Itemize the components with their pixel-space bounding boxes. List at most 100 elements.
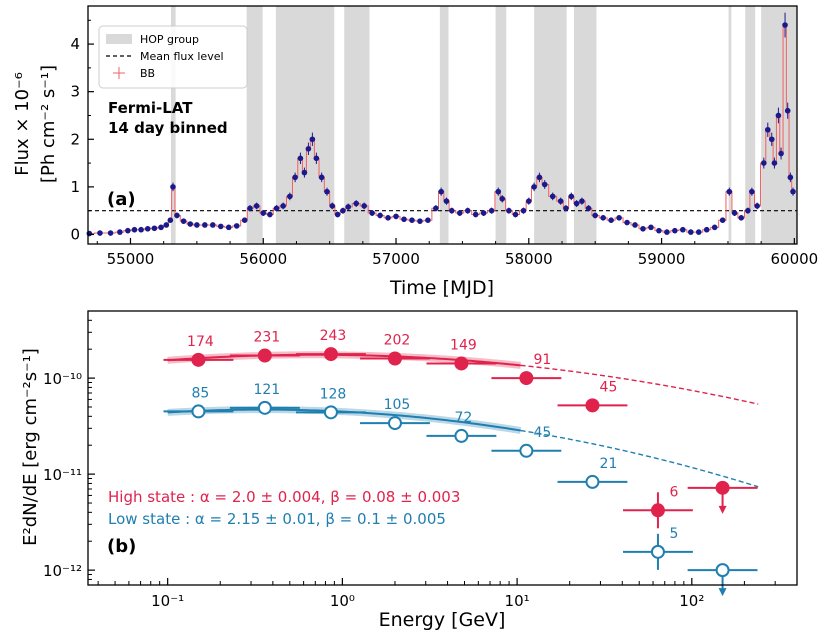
flux-point xyxy=(125,227,131,234)
flux-point xyxy=(438,188,444,195)
flux-point xyxy=(787,174,794,181)
hop-band xyxy=(573,6,597,244)
flux-point xyxy=(731,210,738,216)
x-tick-label: 10⁰ xyxy=(330,592,355,610)
hop-band xyxy=(246,6,263,244)
flux-point xyxy=(778,150,784,157)
legend-box xyxy=(98,25,248,89)
photon-count-label: 45 xyxy=(600,379,618,395)
flux-point xyxy=(456,210,463,216)
x-tick-label: 10¹ xyxy=(505,592,530,610)
sed-point xyxy=(519,371,534,386)
hop-band xyxy=(745,6,756,244)
flux-point xyxy=(672,227,678,234)
panel-a-label: (a) xyxy=(107,189,136,210)
flux-point xyxy=(433,205,439,212)
flux-point xyxy=(401,216,407,223)
flux-point xyxy=(273,205,280,212)
x-tick-label: 10⁻¹ xyxy=(151,592,184,610)
flux-point xyxy=(624,219,630,226)
flux-point xyxy=(738,215,745,221)
photon-count-label: 6 xyxy=(669,484,678,500)
flux-point xyxy=(616,215,622,221)
flux-point xyxy=(158,224,164,231)
flux-point xyxy=(775,112,782,119)
sed-point xyxy=(650,544,665,559)
upper-limit-arrow xyxy=(718,588,727,597)
panel-b-frame xyxy=(87,310,798,586)
flux-point xyxy=(210,222,216,228)
flux-point xyxy=(202,222,208,228)
hop-band xyxy=(761,6,797,244)
y-axis-label-line2: [Ph cm⁻² s⁻¹] xyxy=(38,65,59,183)
sed-point xyxy=(454,356,469,371)
flux-point xyxy=(579,198,585,204)
photon-count-label: 128 xyxy=(320,386,347,402)
flux-point xyxy=(480,210,487,216)
flux-point xyxy=(385,215,391,221)
sed-point xyxy=(585,474,600,489)
sed-point xyxy=(650,503,665,518)
flux-point xyxy=(267,211,273,218)
sed-panel: 174 231 243 202 149 91 45 6 85 121 128 105 72 45 21 5 1… xyxy=(20,310,798,631)
light-curve-panel: 55000 56000 57000 58000 59000 60000 0 1 2 3 4 Tim… xyxy=(12,5,818,299)
flux-point xyxy=(309,136,316,143)
flux-point xyxy=(531,184,537,190)
x-tick-label: 58000 xyxy=(505,250,553,268)
upper-limit-arrow xyxy=(718,505,727,514)
flux-point xyxy=(512,211,519,218)
flux-point xyxy=(488,207,495,214)
flux-point xyxy=(233,223,240,229)
sed-point xyxy=(323,405,338,420)
photon-count-label: 121 xyxy=(253,382,280,398)
flux-point xyxy=(745,207,751,214)
hop-band xyxy=(275,6,335,244)
photon-count-label: 149 xyxy=(450,337,477,353)
x-tick-label: 55000 xyxy=(107,250,155,268)
flux-point xyxy=(131,226,138,233)
flux-point xyxy=(174,212,180,219)
flux-point xyxy=(253,203,260,209)
flux-point xyxy=(506,207,512,214)
flux-point xyxy=(761,160,767,166)
flux-point xyxy=(324,188,330,195)
photon-count-label: 231 xyxy=(253,329,280,345)
flux-point xyxy=(170,184,176,190)
y-tick-label: 0 xyxy=(70,225,80,243)
flux-point xyxy=(680,226,686,233)
flux-point xyxy=(632,222,638,228)
sed-points: 174 231 243 202 149 91 45 6 85 121 128 105 72 45 21 5 xyxy=(163,328,758,597)
sed-point xyxy=(191,352,206,367)
x-axis-ticks-log: 10⁻¹ 10⁰ 10¹ 10² xyxy=(97,578,798,610)
hop-band xyxy=(170,6,176,244)
flux-point xyxy=(520,207,527,214)
flux-point xyxy=(163,222,170,228)
flux-point xyxy=(640,225,646,232)
hop-group-bands xyxy=(170,6,797,244)
flux-point xyxy=(711,224,718,231)
flux-point xyxy=(334,211,341,218)
sed-point xyxy=(715,480,730,495)
legend: HOP group Mean flux level BB xyxy=(98,25,248,89)
photon-count-label: 202 xyxy=(384,333,411,349)
hop-band xyxy=(728,6,732,244)
legend-hop-swatch xyxy=(106,34,132,44)
photon-count-label: 174 xyxy=(187,334,214,350)
high-state-fit-label: High state : α = 2.0 ± 0.004, β = 0.08 ±… xyxy=(108,488,460,506)
flux-point xyxy=(695,229,702,235)
y-tick-label: 1 xyxy=(70,178,80,196)
sed-point xyxy=(519,443,534,458)
flux-point xyxy=(340,207,346,214)
y-tick-label: 10⁻¹⁰ xyxy=(43,370,82,388)
model-curve-extrapolation xyxy=(520,429,759,488)
flux-point xyxy=(353,200,359,207)
flux-point xyxy=(417,218,423,224)
flux-point xyxy=(790,188,796,195)
flux-point xyxy=(541,181,548,188)
flux-point xyxy=(297,155,304,162)
flux-point xyxy=(568,193,575,200)
x-tick-label: 57000 xyxy=(372,250,420,268)
sed-point xyxy=(257,348,272,363)
flux-point xyxy=(225,224,232,231)
